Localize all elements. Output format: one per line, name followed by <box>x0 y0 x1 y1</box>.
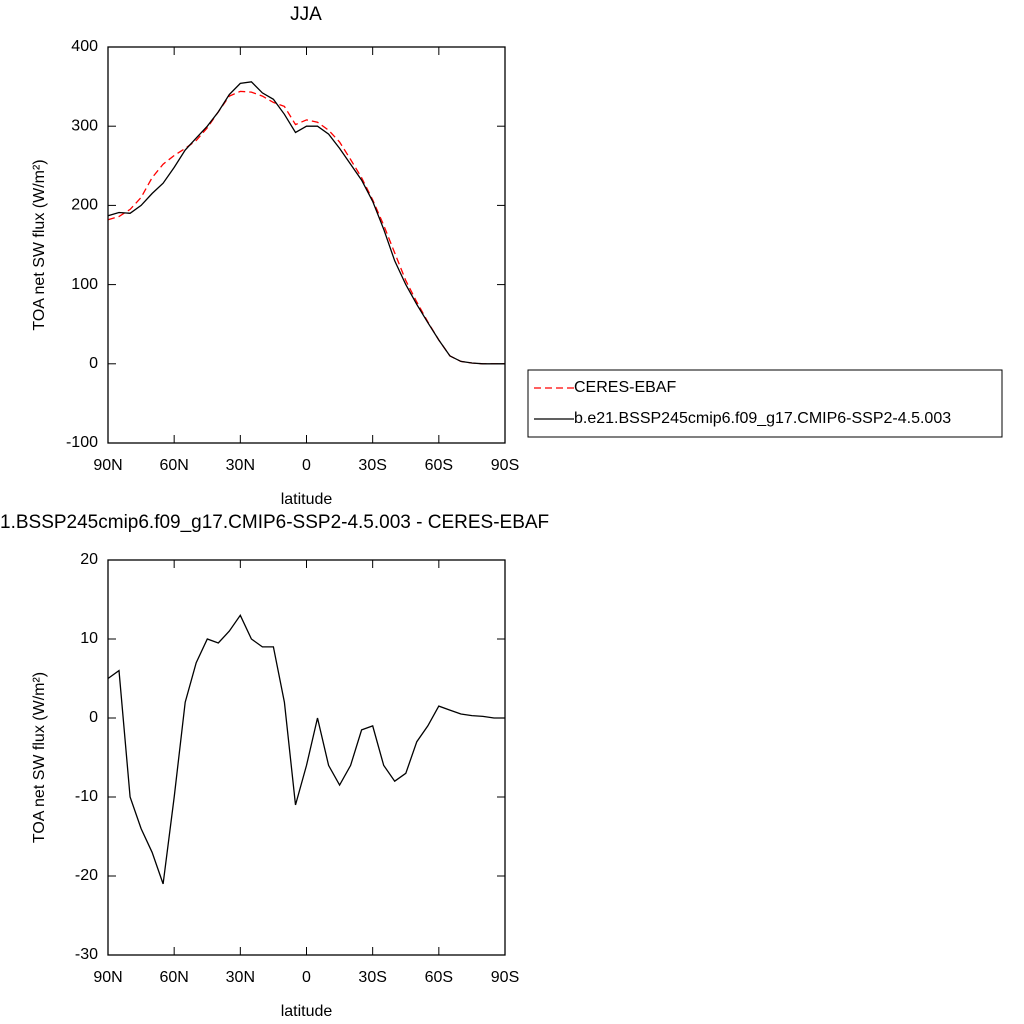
x-tick-label: 0 <box>302 457 311 474</box>
legend-label: b.e21.BSSP245cmip6.f09_g17.CMIP6-SSP2-4.… <box>574 410 951 427</box>
x-tick-label: 30S <box>358 969 386 986</box>
x-tick-label: 90S <box>491 969 519 986</box>
chart-title: 1.BSSP245cmip6.f09_g17.CMIP6-SSP2-4.5.00… <box>0 512 549 533</box>
x-tick-label: 90N <box>93 969 122 986</box>
data-line <box>107 81 505 365</box>
y-axis-label: TOA net SW flux (W/m²) <box>31 159 48 330</box>
y-tick-label: 0 <box>89 355 98 372</box>
legend-label: CERES-EBAF <box>574 379 676 396</box>
y-tick-label: 10 <box>80 630 98 647</box>
y-tick-label: 300 <box>71 117 98 134</box>
data-line <box>107 90 505 365</box>
data-line <box>107 614 505 885</box>
x-tick-label: 30S <box>358 457 386 474</box>
y-axis-label: TOA net SW flux (W/m²) <box>31 672 48 843</box>
y-tick-label: 20 <box>80 551 98 568</box>
x-tick-label: 30N <box>226 457 255 474</box>
x-tick-label: 60N <box>159 969 188 986</box>
x-tick-label: 30N <box>226 969 255 986</box>
plot-frame <box>107 559 506 956</box>
x-axis-label: latitude <box>281 491 333 508</box>
y-tick-label: -10 <box>75 788 98 805</box>
y-tick-label: -100 <box>66 434 98 451</box>
y-tick-label: 0 <box>89 709 98 726</box>
x-tick-label: 90N <box>93 457 122 474</box>
x-tick-label: 60S <box>425 457 453 474</box>
plot-frame <box>107 46 506 444</box>
y-tick-label: 400 <box>71 38 98 55</box>
x-axis-label: latitude <box>281 1003 333 1020</box>
x-tick-label: 60N <box>159 457 188 474</box>
y-tick-label: 100 <box>71 276 98 293</box>
x-tick-label: 0 <box>302 969 311 986</box>
y-tick-label: -30 <box>75 946 98 963</box>
legend-box <box>527 369 1003 438</box>
y-tick-label: 200 <box>71 197 98 214</box>
chart-title: JJA <box>290 4 322 25</box>
x-tick-label: 60S <box>425 969 453 986</box>
y-tick-label: -20 <box>75 867 98 884</box>
x-tick-label: 90S <box>491 457 519 474</box>
